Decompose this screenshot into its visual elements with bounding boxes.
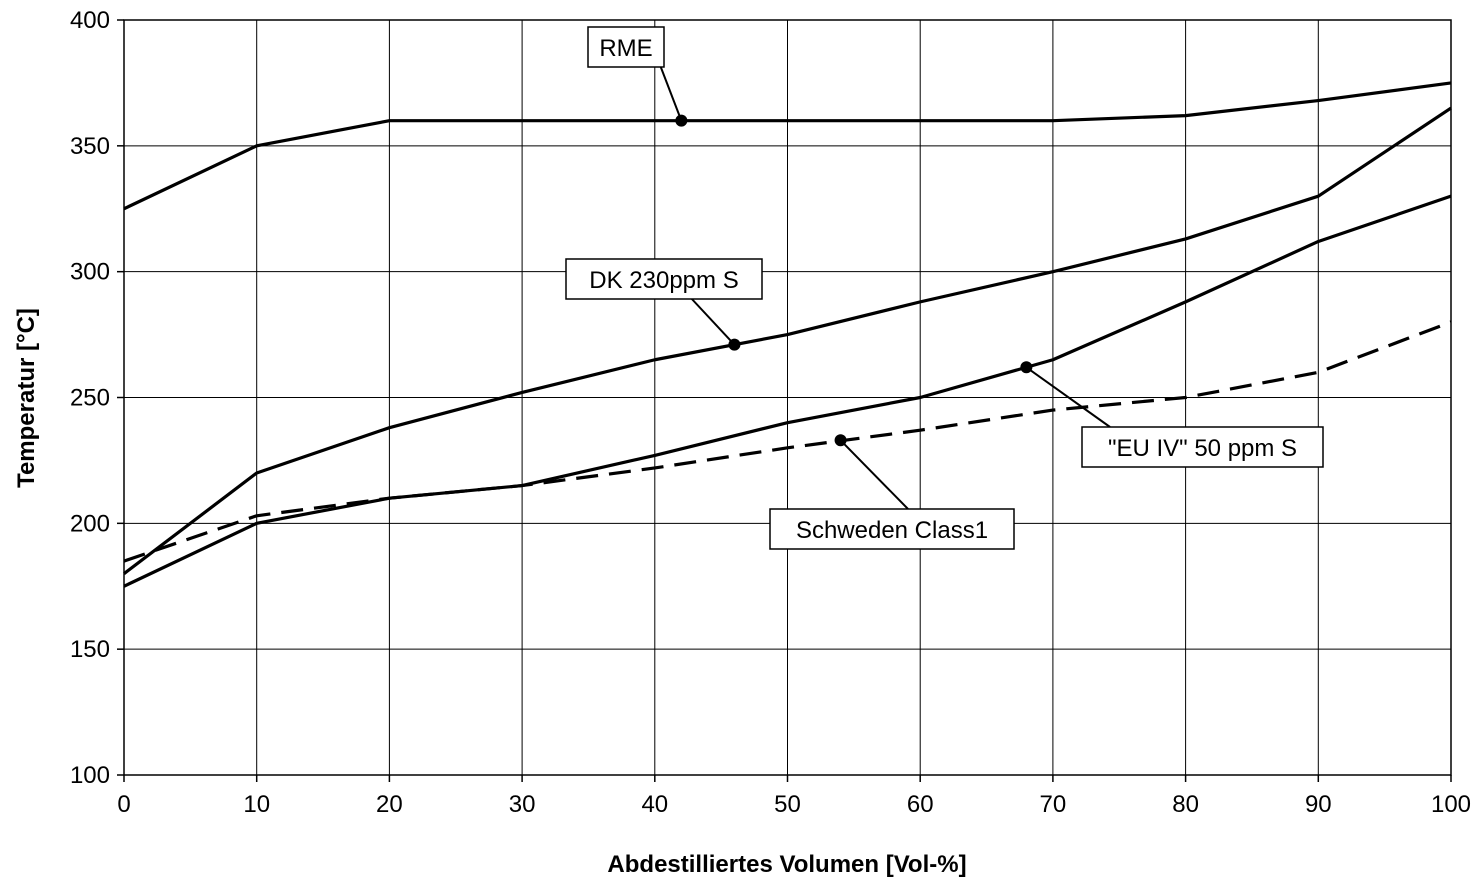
y-tick-label: 100 (70, 762, 110, 789)
x-tick-label: 30 (509, 791, 536, 818)
callout-leader-line (839, 439, 909, 510)
callout-leader-line (659, 64, 683, 122)
y-tick-label: 250 (70, 385, 110, 412)
x-tick-label: 90 (1305, 791, 1332, 818)
series-line-rme (123, 81, 1452, 211)
axes: 0 10 20 30 40 50 60 70 80 90 100 100 150 200 250 300 350… (70, 7, 1471, 818)
callout-box (565, 258, 763, 300)
x-tick-label: 20 (376, 791, 403, 818)
x-axis-title: Abdestilliertes Volumen [Vol-%] (607, 851, 966, 878)
x-tick-label: 60 (907, 791, 934, 818)
callout-leader-line (689, 296, 736, 346)
callout-marker (1020, 361, 1033, 374)
x-tick-label: 0 (117, 791, 130, 818)
callout-schweden-class1: Schweden Class1 (769, 434, 1015, 550)
x-tick-label: 80 (1172, 791, 1199, 818)
series-line-schweden-class1 (123, 320, 1452, 563)
y-tick-label: 150 (70, 636, 110, 663)
callout-rme: RME (587, 26, 688, 127)
series-callouts: RME DK 230ppm S "EU IV" 50 ppm S Schweden C… (565, 26, 1324, 550)
callout-marker (675, 114, 688, 127)
series-label: DK 230ppm S (589, 267, 738, 294)
callout-box (769, 508, 1015, 550)
callout-dk-230ppm-s: DK 230ppm S (565, 258, 763, 351)
series-label: RME (599, 35, 652, 62)
callout-box (1081, 426, 1324, 468)
callout-leader-line (1025, 366, 1111, 428)
x-tick-label: 10 (243, 791, 270, 818)
y-tick-label: 400 (70, 7, 110, 34)
series-label: "EU IV" 50 ppm S (1108, 435, 1297, 462)
callout-box (587, 26, 665, 68)
x-tick-label: 50 (774, 791, 801, 818)
callout-marker (834, 434, 847, 447)
callout-marker (728, 338, 741, 351)
callout-eu-iv-50-ppm-s: "EU IV" 50 ppm S (1020, 361, 1324, 468)
x-tick-label: 100 (1431, 791, 1471, 818)
series-line-eu-iv-50-ppm-s (123, 194, 1452, 588)
y-tick-label: 300 (70, 259, 110, 286)
x-tick-label: 70 (1040, 791, 1067, 818)
y-tick-label: 350 (70, 133, 110, 160)
series-lines (123, 81, 1452, 588)
y-axis-title: Temperatur [°C] (13, 308, 40, 488)
series-label: Schweden Class1 (796, 517, 988, 544)
y-tick-label: 200 (70, 510, 110, 537)
series-line-dk-230ppm-s (123, 106, 1452, 575)
x-tick-label: 40 (641, 791, 668, 818)
